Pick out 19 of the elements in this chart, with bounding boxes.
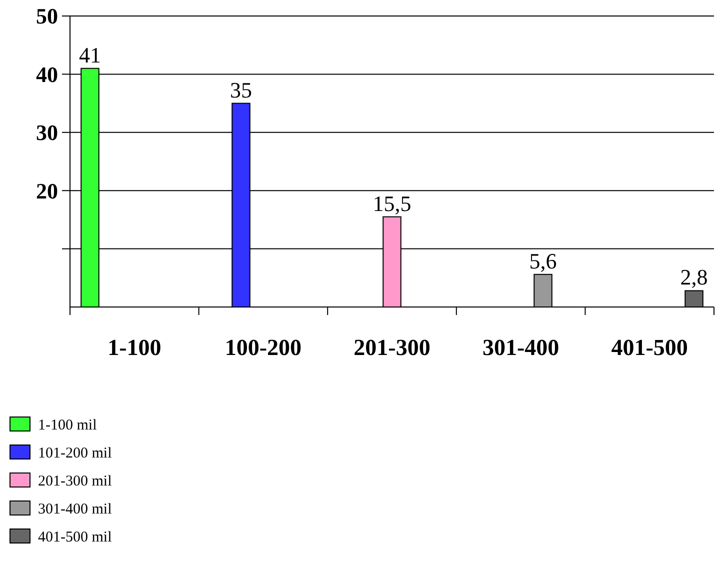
- legend-label: 1-100 mil: [38, 417, 97, 434]
- x-tick-label: 100-200: [224, 335, 302, 360]
- y-tick-label: 20: [36, 178, 58, 204]
- y-tick-label: 50: [36, 4, 58, 29]
- x-tick-label: 401-500: [611, 335, 688, 360]
- data-label: 41: [78, 42, 101, 68]
- legend-label: 101-200 mil: [38, 445, 112, 462]
- legend-label: 301-400 mil: [38, 501, 112, 518]
- x-tick-label: 1-100: [108, 335, 162, 360]
- data-label: 15,5: [372, 190, 412, 216]
- x-tick-label: 301-400: [482, 335, 560, 360]
- legend-label: 201-300 mil: [38, 473, 112, 490]
- data-label: 35: [230, 77, 252, 102]
- x-tick-label: 201-300: [354, 335, 430, 360]
- legend-label: 401-500 mil: [38, 529, 112, 546]
- y-tick-label: 40: [36, 62, 58, 87]
- data-label: 2,8: [680, 264, 708, 290]
- data-label: 5,6: [529, 248, 557, 274]
- y-tick-label: 30: [36, 120, 58, 146]
